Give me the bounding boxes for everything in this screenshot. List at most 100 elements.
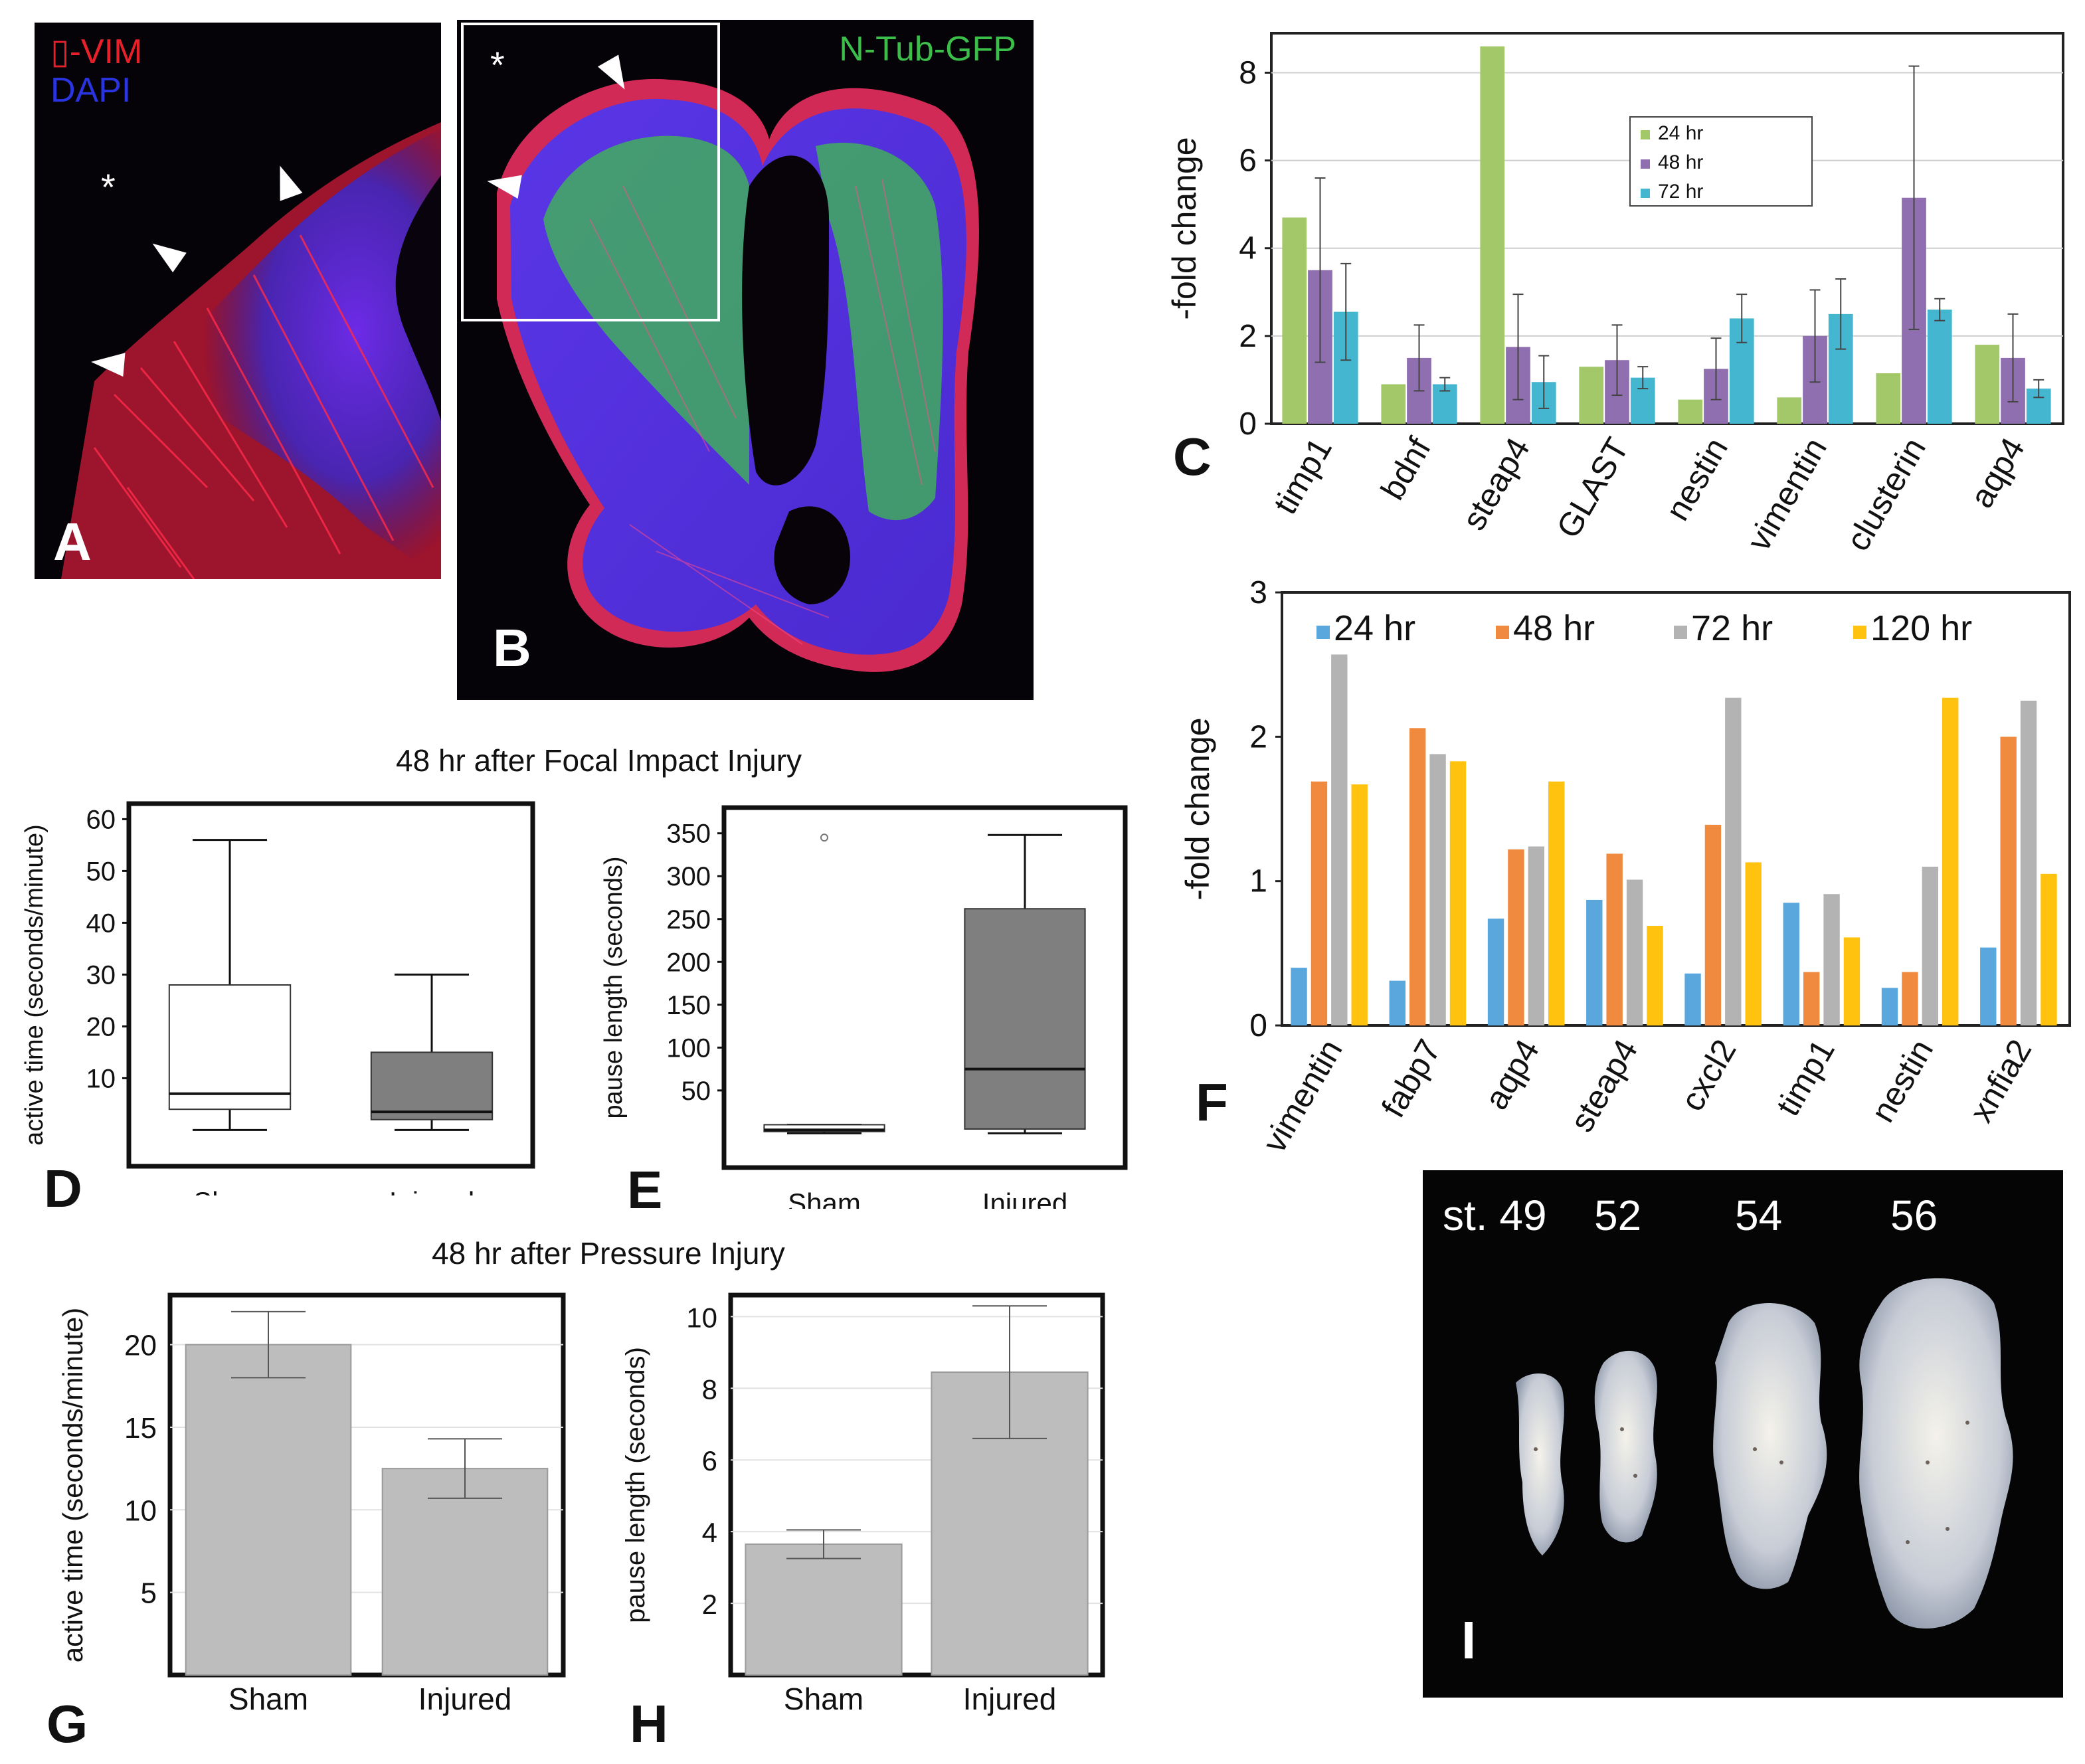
photo-i-image [1516, 1278, 2013, 1629]
y-tick-label: 300 [666, 862, 711, 891]
x-tick-label: clusterin [1839, 432, 1933, 557]
bar [1528, 846, 1545, 1025]
bar [2000, 737, 2017, 1025]
outlier-point [820, 834, 828, 842]
vim-stain-label: ▯-VIM [50, 33, 143, 71]
bar [1331, 654, 1348, 1025]
y-tick-label: 1 [1249, 864, 1267, 899]
x-tick-label: fabp7 [1374, 1033, 1448, 1124]
chart-e-svg: 50 100 150 200 250 300 350 pause length (second… [600, 805, 1128, 1219]
bar [2020, 701, 2037, 1025]
bar [1876, 373, 1901, 424]
panel-letter-f: F [1196, 1073, 1228, 1132]
y-axis-label: pause length (seconds) [600, 856, 628, 1118]
bar [1922, 866, 1939, 1025]
legend-label: 72 hr [1658, 181, 1703, 203]
bar [1626, 879, 1643, 1025]
y-axis-label: active time (seconds/minute) [21, 824, 48, 1146]
y-tick-label: 30 [86, 960, 116, 990]
legend-swatch [1674, 626, 1687, 639]
y-tick-label: 2 [1239, 319, 1257, 354]
x-tick-label: steap4 [1563, 1033, 1645, 1138]
legend-label: 24 hr [1658, 122, 1703, 144]
y-tick-label: 50 [681, 1077, 711, 1106]
bar [1291, 968, 1307, 1025]
y-tick-label: 250 [666, 905, 711, 934]
bar [745, 1544, 903, 1676]
x-tick-label: Sham [788, 1188, 861, 1209]
legend-swatch [1641, 189, 1650, 198]
arrowhead-marker [90, 349, 126, 377]
bar [1980, 947, 1997, 1025]
panel-letter-b: B [493, 618, 531, 677]
gfp-stain-label: N-Tub-GFP [839, 30, 1016, 68]
bar [1975, 345, 2000, 424]
x-tick-label: vimentin [1740, 432, 1834, 557]
y-tick-label: 0 [1239, 406, 1257, 442]
bar [381, 1468, 549, 1676]
y-tick-label: 10 [686, 1302, 717, 1333]
y-tick-label: 2 [1249, 719, 1267, 754]
y-tick-label: 15 [124, 1412, 157, 1445]
y-axis-label: -fold change [1166, 137, 1203, 319]
chart-h-svg: 2 4 6 8 10 pause length (seconds) Sham Injured [621, 1292, 1105, 1716]
chart-e: 50 100 150 200 250 300 350 pause length (second… [598, 784, 1142, 1219]
x-tick-label: nestin [1864, 1033, 1940, 1129]
box [370, 1051, 494, 1120]
box [168, 984, 292, 1110]
bar [2040, 873, 2057, 1025]
bar [1927, 309, 1952, 424]
y-tick-label: 200 [666, 948, 711, 977]
legend-label: 48 hr [1513, 608, 1595, 648]
chart-d: 10 20 30 40 50 60 active time (seconds/minute)… [13, 784, 585, 1217]
y-tick-label: 10 [124, 1494, 157, 1527]
bar [1803, 972, 1820, 1025]
x-tick-label: Injured [963, 1682, 1057, 1716]
y-tick-label: 40 [86, 909, 116, 938]
bar [1823, 894, 1840, 1025]
stage-label: 54 [1735, 1191, 1783, 1239]
bar [1311, 781, 1328, 1025]
bar [1508, 849, 1524, 1025]
legend-swatch [1853, 626, 1866, 639]
bar [1586, 899, 1603, 1025]
bar [1487, 919, 1504, 1025]
chart-g-svg: 5 10 15 20 active time (seconds/minute) Sham I… [57, 1292, 566, 1716]
y-tick-label: 4 [702, 1517, 717, 1548]
x-tick-label: steap4 [1455, 432, 1537, 537]
photo-i: st. 49 52 54 56 I [1423, 1170, 2063, 1698]
legend-swatch [1496, 626, 1509, 639]
x-tick-label: Sham [193, 1186, 266, 1195]
x-tick-label: Sham [784, 1682, 863, 1716]
x-tick-label: xnfia2 [1962, 1033, 2039, 1129]
bar [1725, 697, 1742, 1025]
y-tick-label: 100 [666, 1033, 711, 1063]
legend-swatch [1316, 626, 1330, 639]
box [964, 908, 1086, 1130]
x-tick-label: aqp4 [1963, 432, 2032, 514]
y-tick-label: 4 [1239, 231, 1257, 266]
chart-f-svg: 0 1 2 3 -fold change vimentin fabp7 aqp4 steap4 c… [1179, 575, 2071, 1159]
y-tick-label: 20 [86, 1012, 116, 1041]
panel-letter-d: D [44, 1159, 82, 1218]
legend-box [1629, 116, 1813, 207]
bar [1351, 784, 1368, 1025]
bar [1579, 367, 1604, 424]
legend-label: 120 hr [1870, 608, 1972, 648]
dapi-stain-label: DAPI [50, 71, 132, 110]
x-tick-label: timp1 [1769, 1033, 1842, 1122]
y-tick-label: 8 [702, 1373, 717, 1405]
bar [1777, 397, 1802, 424]
bar [1282, 217, 1307, 424]
y-tick-label: 2 [702, 1589, 717, 1620]
panel-letter-a: A [53, 512, 92, 571]
legend-swatch [1641, 159, 1650, 169]
x-tick-label: Sham [228, 1682, 308, 1716]
micrograph-a: ▯-VIM DAPI * A [35, 23, 441, 579]
chart-h: 2 4 6 8 10 pause length (seconds) Sham Injured [611, 1269, 1116, 1733]
y-tick-label: 60 [86, 805, 116, 834]
x-tick-label: Injured [982, 1188, 1067, 1209]
bar [1684, 973, 1701, 1025]
y-axis-label: -fold change [1179, 717, 1216, 900]
stage-label: 52 [1594, 1191, 1642, 1239]
